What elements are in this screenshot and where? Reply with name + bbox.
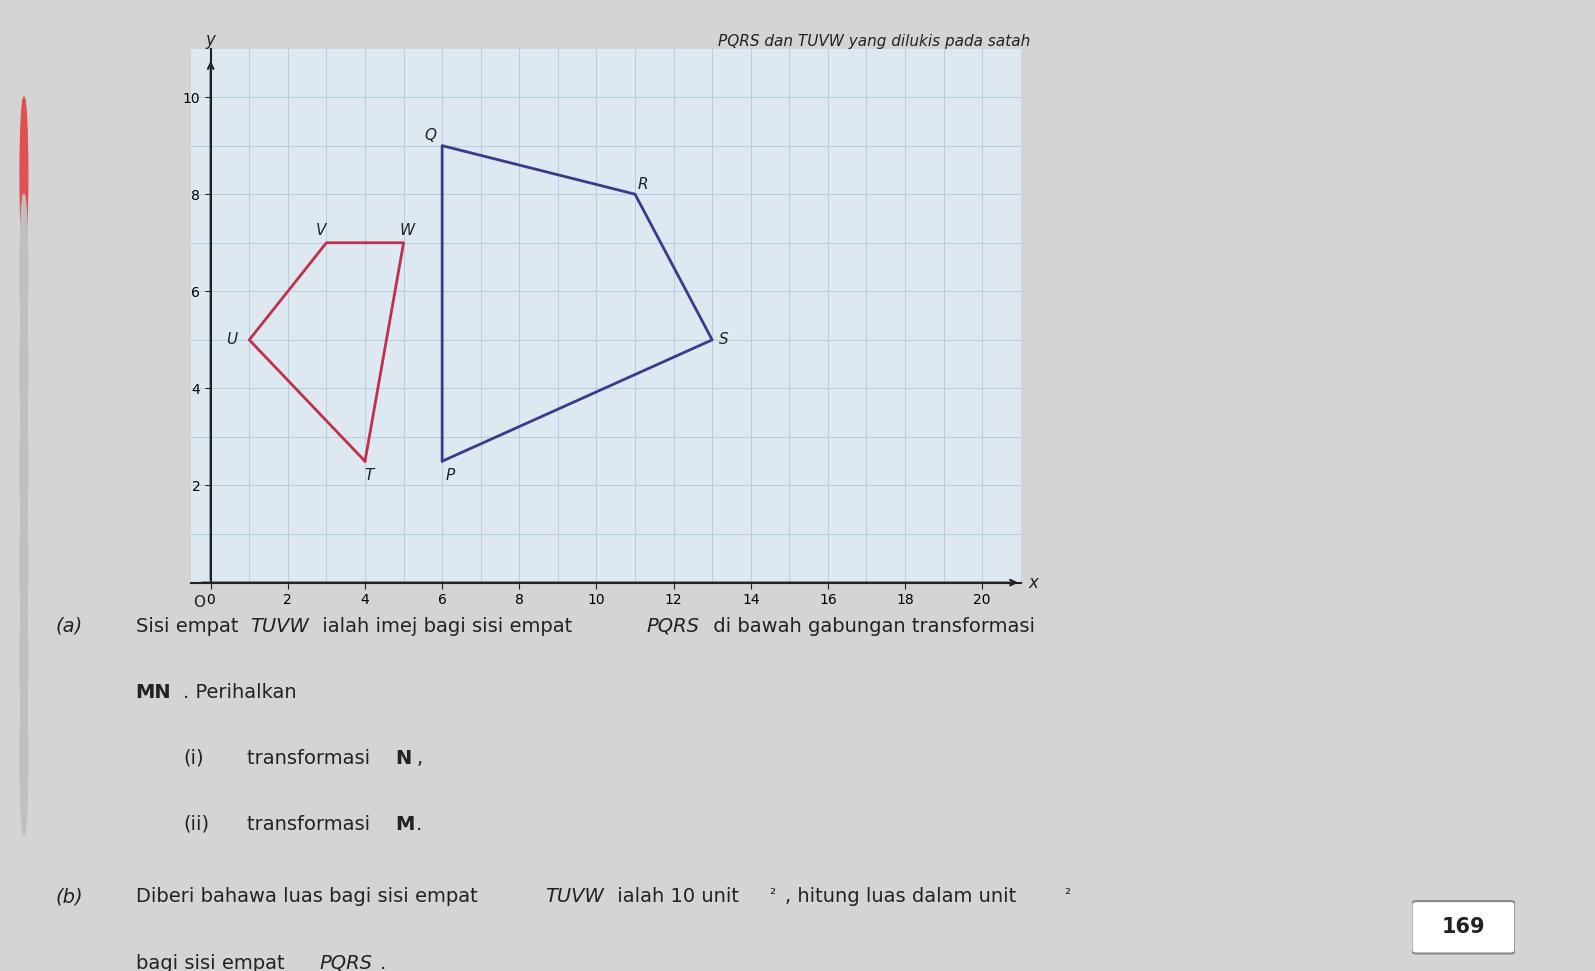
Text: S: S — [719, 332, 729, 348]
Text: transformasi: transformasi — [247, 815, 376, 834]
FancyBboxPatch shape — [1412, 901, 1515, 954]
Text: PQRS: PQRS — [319, 954, 372, 971]
Circle shape — [21, 388, 27, 544]
Text: 169: 169 — [1442, 918, 1485, 937]
Circle shape — [21, 194, 27, 350]
Text: PQRS: PQRS — [646, 617, 699, 636]
Text: TUVW: TUVW — [250, 617, 309, 636]
Text: (i): (i) — [183, 749, 204, 768]
Text: ,: , — [416, 749, 423, 768]
Text: Diberi bahawa luas bagi sisi empat: Diberi bahawa luas bagi sisi empat — [136, 887, 483, 907]
Text: ²: ² — [769, 887, 775, 902]
Text: W: W — [400, 223, 415, 238]
Text: y: y — [206, 30, 215, 49]
Text: ²: ² — [1064, 887, 1070, 902]
Circle shape — [21, 680, 27, 835]
Text: TUVW: TUVW — [545, 887, 605, 907]
Text: T: T — [364, 468, 373, 484]
Text: R: R — [638, 177, 648, 192]
Circle shape — [21, 97, 27, 252]
Text: transformasi: transformasi — [247, 749, 376, 768]
Text: N: N — [396, 749, 412, 768]
Text: M: M — [396, 815, 415, 834]
Text: O: O — [193, 594, 206, 610]
Text: , hitung luas dalam unit: , hitung luas dalam unit — [785, 887, 1016, 907]
Circle shape — [21, 583, 27, 738]
Text: .: . — [380, 954, 386, 971]
Text: MN: MN — [136, 683, 171, 702]
Circle shape — [21, 486, 27, 641]
Text: (b): (b) — [56, 887, 83, 907]
Text: Sisi empat: Sisi empat — [136, 617, 244, 636]
Text: ialah 10 unit: ialah 10 unit — [611, 887, 738, 907]
Text: PQRS dan TUVW yang dilukis pada satah: PQRS dan TUVW yang dilukis pada satah — [718, 34, 1030, 49]
Text: U: U — [226, 332, 238, 348]
Text: (a): (a) — [56, 617, 83, 636]
Text: P: P — [445, 468, 455, 484]
Text: . Perihalkan: . Perihalkan — [183, 683, 297, 702]
Text: V: V — [316, 223, 325, 238]
Circle shape — [21, 291, 27, 447]
Text: di bawah gabungan transformasi: di bawah gabungan transformasi — [707, 617, 1035, 636]
Text: .: . — [416, 815, 423, 834]
Text: Q: Q — [424, 128, 437, 144]
Text: bagi sisi empat: bagi sisi empat — [136, 954, 290, 971]
Text: (ii): (ii) — [183, 815, 209, 834]
Text: x: x — [1029, 574, 1038, 591]
Text: ialah imej bagi sisi empat: ialah imej bagi sisi empat — [316, 617, 579, 636]
